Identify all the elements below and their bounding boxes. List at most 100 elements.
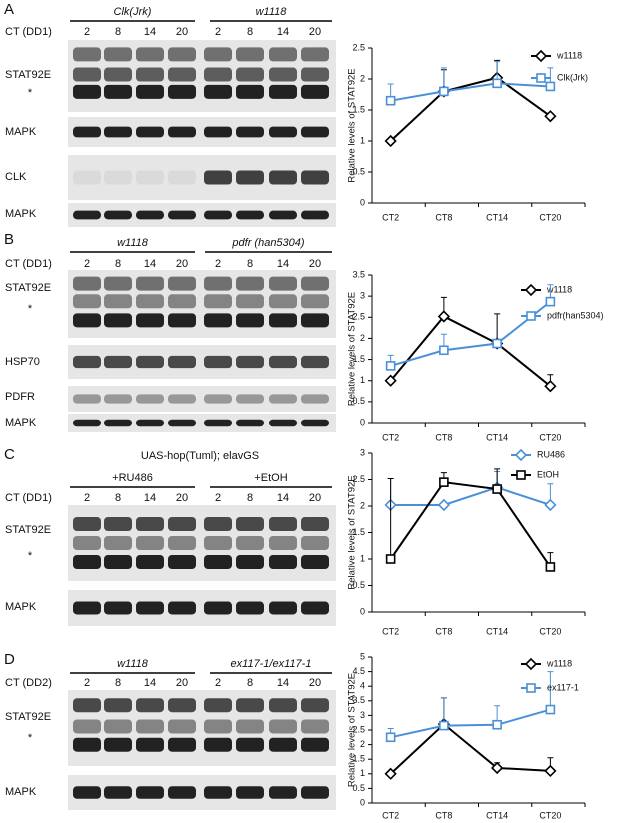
y-tick-label: 0.5 xyxy=(352,396,365,406)
band xyxy=(236,355,264,369)
data-point xyxy=(384,767,397,780)
band xyxy=(136,210,164,220)
data-point xyxy=(385,732,396,743)
blot xyxy=(68,414,336,432)
band xyxy=(168,536,196,550)
band xyxy=(204,394,232,404)
band xyxy=(236,47,264,62)
band xyxy=(301,419,329,427)
band xyxy=(136,84,164,99)
asterisk: * xyxy=(28,550,33,562)
panel-letter: A xyxy=(4,1,14,18)
band xyxy=(204,67,232,82)
band xyxy=(136,313,164,328)
band xyxy=(104,786,132,799)
band xyxy=(301,737,329,752)
band xyxy=(104,737,132,752)
band xyxy=(73,394,101,404)
band xyxy=(104,601,132,615)
y-tick-label: 1 xyxy=(360,135,365,145)
band xyxy=(301,601,329,615)
band xyxy=(269,786,297,799)
band xyxy=(104,276,132,291)
error-bar xyxy=(387,477,394,559)
blot-label: MAPK xyxy=(5,417,37,429)
lane-label: 8 xyxy=(247,258,253,270)
band xyxy=(73,601,101,615)
x-tick-label: CT2 xyxy=(382,810,399,820)
lane-label: 14 xyxy=(144,26,156,38)
panel-header: UAS-hop(Tuml); elavGS xyxy=(141,450,259,462)
y-axis-label: Relative levels of STAT92E xyxy=(347,475,358,589)
band xyxy=(73,698,101,713)
lane-label: 8 xyxy=(115,492,121,504)
y-tick-label: 2.5 xyxy=(352,312,365,322)
y-tick-label: 2 xyxy=(360,739,365,749)
data-point xyxy=(385,95,396,106)
series-line xyxy=(389,481,552,568)
band xyxy=(269,419,297,427)
y-tick-label: 3 xyxy=(360,710,365,720)
blot-label: PDFR xyxy=(5,391,35,403)
asterisk: * xyxy=(28,303,33,315)
band xyxy=(301,47,329,62)
legend-label: Clk(Jrk) xyxy=(557,72,588,82)
band xyxy=(168,555,196,569)
band xyxy=(73,555,101,569)
blot-label: STAT92E xyxy=(5,711,51,723)
band xyxy=(136,170,164,185)
ct-label: CT (DD1) xyxy=(5,26,52,38)
legend-marker xyxy=(524,657,538,671)
band xyxy=(73,84,101,99)
band xyxy=(168,394,196,404)
band xyxy=(301,786,329,799)
asterisk: * xyxy=(28,732,33,744)
band xyxy=(168,737,196,752)
band xyxy=(301,555,329,569)
x-tick-label: CT20 xyxy=(539,810,561,820)
band xyxy=(301,394,329,404)
y-tick-label: 0.5 xyxy=(352,166,365,176)
band xyxy=(73,210,101,220)
x-tick-label: CT2 xyxy=(382,212,399,222)
data-point xyxy=(385,361,396,371)
band xyxy=(236,555,264,569)
band xyxy=(168,47,196,62)
band xyxy=(236,786,264,799)
legend-label: EtOH xyxy=(537,469,559,479)
band xyxy=(301,294,329,309)
lane-label: 8 xyxy=(247,677,253,689)
series-line xyxy=(390,82,551,102)
band xyxy=(104,47,132,62)
lane-label: 20 xyxy=(309,26,321,38)
band xyxy=(204,210,232,220)
band xyxy=(204,84,232,99)
band xyxy=(204,786,232,799)
band xyxy=(236,210,264,220)
band xyxy=(269,737,297,752)
band xyxy=(168,419,196,427)
band xyxy=(236,294,264,309)
y-axis-label: Relative levels of STAT92E xyxy=(347,292,358,406)
band xyxy=(104,355,132,369)
group-label: +RU486 xyxy=(112,472,153,484)
lane-label: 14 xyxy=(144,492,156,504)
band xyxy=(73,517,101,531)
band xyxy=(204,276,232,291)
lane-label: 20 xyxy=(176,26,188,38)
band xyxy=(168,355,196,369)
x-tick-label: CT2 xyxy=(382,432,399,442)
y-tick-label: 1 xyxy=(360,768,365,778)
legend-label: w1118 xyxy=(546,284,572,294)
band xyxy=(104,419,132,427)
legend-marker xyxy=(524,283,538,297)
band xyxy=(104,536,132,550)
band xyxy=(301,313,329,328)
y-axis-label: Relative levels of STAT92E xyxy=(347,68,358,182)
band xyxy=(136,517,164,531)
band xyxy=(301,517,329,531)
band xyxy=(269,210,297,220)
blot-label: STAT92E xyxy=(5,69,51,81)
band xyxy=(73,719,101,734)
band xyxy=(104,126,132,138)
